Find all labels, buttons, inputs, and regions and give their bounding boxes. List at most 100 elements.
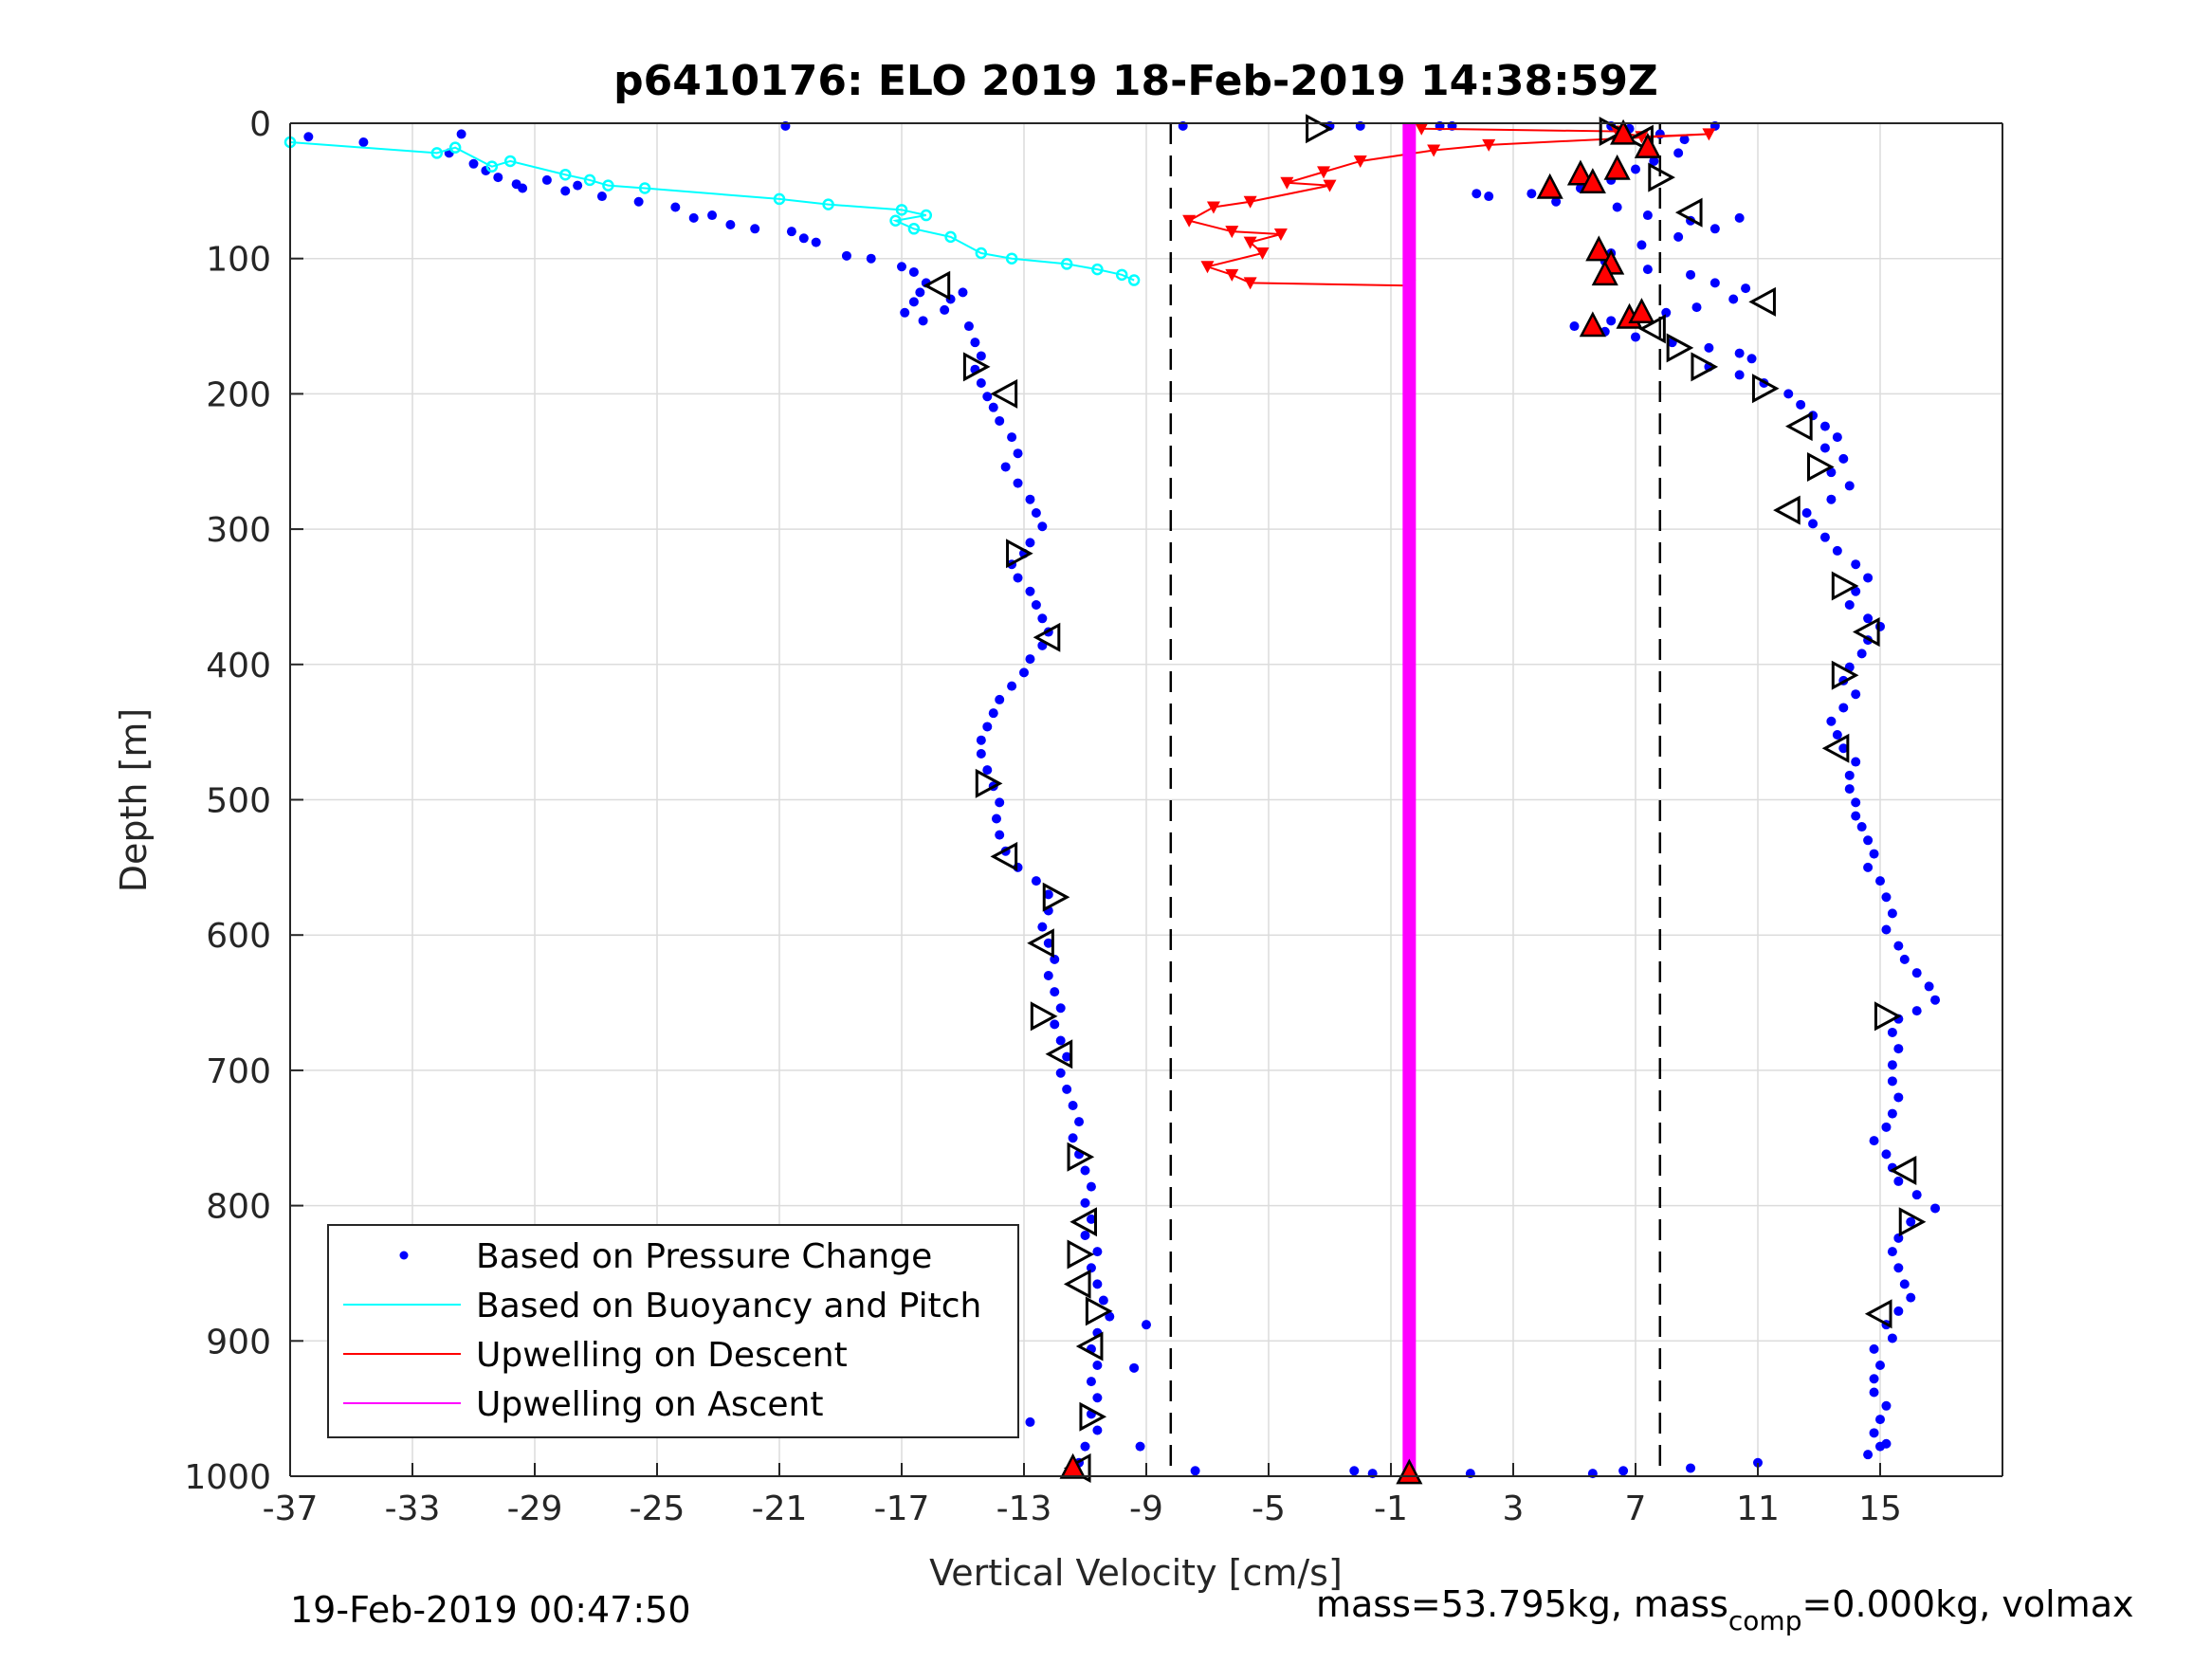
buoyancy-point [430,147,444,159]
pressure-change-point [1050,987,1060,997]
pressure-change-point [1062,1084,1072,1094]
pressure-change-point [1092,1360,1103,1370]
pressure-change-point [1875,876,1885,886]
pressure-change-point [1887,1108,1897,1119]
x-tick-label: 3 [1503,1489,1525,1528]
pressure-change-point [493,173,503,183]
open-triangle-marker [1773,495,1801,525]
open-triangle-markers [923,114,1927,1483]
legend: Based on Pressure Change Based on Buoyanc… [327,1224,1019,1438]
pressure-change-point [1062,1051,1072,1062]
pressure-change-point [1863,835,1874,846]
pressure-change-point [1851,811,1861,821]
pressure-change-point [915,287,925,298]
pressure-change-point [1844,600,1855,611]
pressure-change-point [1887,908,1897,919]
filled-triangle-marker [1396,1458,1423,1485]
pressure-change-point [1055,1068,1066,1078]
descent-point [1323,179,1337,192]
filled-triangle-marker [1566,159,1595,186]
pressure-change-point [908,297,919,307]
open-triangle-marker [1085,1296,1113,1326]
filled-triangle-marker [1634,132,1661,158]
pressure-change-point [1105,1311,1115,1322]
pressure-change-point [1863,573,1874,583]
pressure-change-point [1068,1133,1078,1143]
pressure-change-point [1819,421,1830,431]
buoyancy-point [1060,258,1073,270]
pressure-change-point [976,735,986,745]
pressure-change-point [976,748,986,758]
open-triangle-marker [1069,1207,1097,1237]
descent-point [1702,128,1716,141]
descent-point [1273,228,1288,242]
descent-point [1243,195,1257,209]
pressure-change-point [1887,1076,1897,1087]
pressure-change-point [1025,538,1035,548]
pressure-change-point [1869,1387,1879,1398]
open-triangle-marker [1067,1239,1095,1270]
pressure-change-point [1612,202,1622,212]
pressure-change-point [1930,1203,1941,1214]
filled-triangle-marker [1579,168,1606,194]
open-triangle-marker [1821,733,1850,763]
y-tick-label: 500 [206,782,271,821]
pressure-change-point [1734,212,1745,223]
x-axis-label: Vertical Velocity [cm/s] [929,1552,1343,1594]
pressure-change-point [1832,545,1842,556]
pressure-change-point [1691,302,1702,313]
pressure-change-point [1142,1320,1151,1330]
pressure-change-point [596,192,607,202]
pressure-change-point [1838,743,1849,754]
buoyancy-point [1127,274,1141,286]
descent-point [1415,122,1429,136]
pressure-change-point [1007,681,1017,691]
pressure-change-point [1025,1416,1035,1427]
x-tick-label: 11 [1736,1489,1780,1528]
pressure-change-point [688,212,699,223]
buoyancy-point [822,198,834,210]
pressure-change-point [1808,519,1819,529]
x-tick-label: 15 [1858,1489,1902,1528]
buoyancy-point [1005,252,1018,265]
pressure-change-point [982,765,993,776]
pressure-change-point [1642,265,1653,275]
buoyancy-point [944,230,957,244]
descent-point [1225,268,1239,282]
pressure-change-point [908,266,919,277]
pressure-change-point [1893,1092,1904,1103]
footer-mass-info: mass=53.795kg, masscomp=0.000kg, volmax [1316,1583,2133,1636]
pressure-change-point [1080,1441,1090,1452]
pressure-change-point [1893,1044,1904,1054]
pressure-change-point [1686,1463,1696,1473]
open-triangle-marker [1626,124,1654,155]
open-triangle-marker [975,768,1003,798]
pressure-change-point [1092,1393,1103,1403]
pressure-change-point [1911,1006,1922,1016]
buoyancy-point [503,155,517,168]
pressure-change-point [1043,889,1053,900]
pressure-change-point [970,338,980,348]
x-tick-label: -17 [874,1489,930,1528]
pressure-change-point [1753,1457,1763,1468]
legend-label: Based on Pressure Change [476,1237,932,1276]
pressure-change-point [1631,164,1640,174]
pressure-change-point [1068,1101,1078,1111]
descent-point [1317,166,1331,179]
filled-triangle-marker [1603,154,1631,180]
pressure-change-point [1887,1060,1897,1070]
filled-triangle-marker [1059,1453,1087,1479]
descent-point [1280,176,1294,190]
open-triangle-marker [1898,1207,1927,1237]
pressure-change-point [1875,1360,1885,1370]
pressure-change-point [1826,494,1837,504]
pressure-change-point [1025,654,1035,665]
pressure-change-point [750,224,760,234]
pressure-change-point [1887,1333,1897,1343]
pressure-change-point [707,210,718,221]
pressure-change-point [1875,621,1885,631]
open-triangle-marker [1751,374,1780,404]
pressure-change-point [1869,849,1879,859]
open-triangle-marker [1599,117,1627,147]
pressure-change-point [573,180,583,191]
